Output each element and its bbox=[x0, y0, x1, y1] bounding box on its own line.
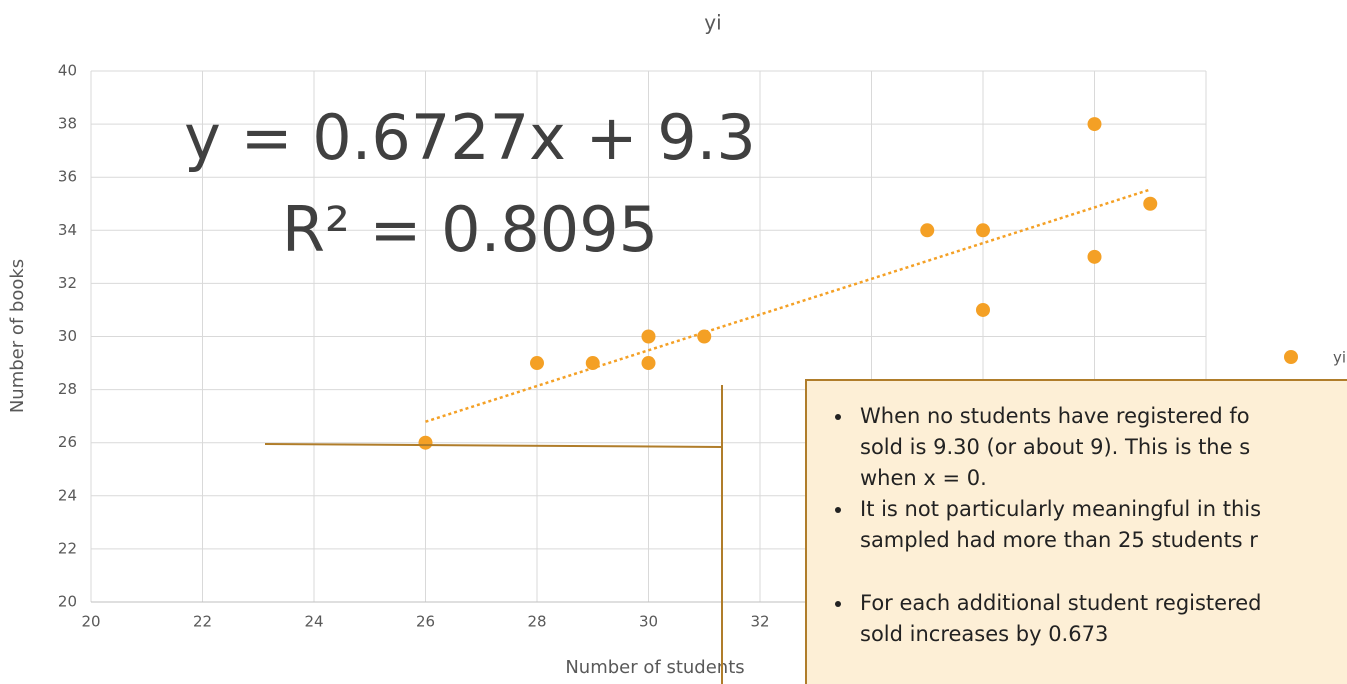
bullet bbox=[835, 507, 841, 513]
annotation-line: It is not particularly meaningful in thi… bbox=[860, 497, 1261, 521]
y-tick-label: 36 bbox=[58, 168, 77, 186]
point bbox=[641, 329, 656, 344]
plot-area: 2022242628303234363840202224262830323436… bbox=[58, 62, 1346, 631]
callout-line bbox=[264, 443, 723, 448]
annotation-line: For each additional student registered bbox=[860, 591, 1262, 615]
legend-marker bbox=[1284, 350, 1298, 364]
trend-equation: y = 0.6727x + 9.3 bbox=[184, 101, 756, 174]
y-tick-label: 34 bbox=[58, 221, 77, 239]
y-tick-label: 28 bbox=[58, 380, 77, 398]
x-axis-label: Number of students bbox=[565, 657, 744, 678]
y-tick-label: 38 bbox=[58, 115, 77, 133]
y-tick-label: 40 bbox=[58, 62, 77, 80]
point bbox=[418, 435, 433, 450]
trendline bbox=[425, 188, 1151, 423]
annotation-box bbox=[805, 379, 1347, 684]
point bbox=[976, 302, 990, 317]
annotation-line: sold increases by 0.673 bbox=[860, 622, 1108, 646]
annotation-line: when x = 0. bbox=[860, 466, 987, 490]
bullet bbox=[835, 601, 841, 607]
x-tick-label: 30 bbox=[639, 613, 658, 631]
x-tick-label: 20 bbox=[81, 613, 100, 631]
point bbox=[585, 356, 600, 371]
point bbox=[641, 356, 656, 371]
bullet bbox=[835, 414, 841, 420]
legend-label: yi bbox=[1333, 349, 1346, 367]
y-axis-label: Number of books bbox=[7, 259, 28, 413]
x-tick-label: 24 bbox=[304, 613, 323, 631]
x-tick-label: 28 bbox=[527, 613, 546, 631]
y-tick-label: 26 bbox=[58, 433, 77, 451]
x-tick-label: 26 bbox=[416, 613, 435, 631]
annotation-line: When no students have registered fo bbox=[860, 404, 1250, 428]
x-tick-label: 22 bbox=[193, 613, 212, 631]
y-tick-label: 20 bbox=[58, 593, 77, 611]
annotation-text: When no students have registered fo sold … bbox=[835, 404, 1262, 646]
point bbox=[530, 356, 544, 371]
r-squared: R² = 0.8095 bbox=[282, 193, 658, 266]
y-tick-label: 24 bbox=[58, 486, 77, 504]
point bbox=[1143, 196, 1158, 211]
chart-title: yi bbox=[704, 11, 721, 35]
y-tick-label: 22 bbox=[58, 539, 77, 557]
x-tick-label: 32 bbox=[750, 613, 769, 631]
y-tick-label: 32 bbox=[58, 274, 77, 292]
point bbox=[976, 223, 990, 238]
point bbox=[920, 223, 935, 238]
annotation-line: sold is 9.30 (or about 9). This is the s bbox=[860, 435, 1250, 459]
annotation-line: sampled had more than 25 students r bbox=[860, 528, 1258, 552]
point bbox=[1087, 117, 1102, 132]
point bbox=[1087, 249, 1102, 264]
y-tick-label: 30 bbox=[58, 327, 77, 345]
point bbox=[697, 329, 712, 344]
